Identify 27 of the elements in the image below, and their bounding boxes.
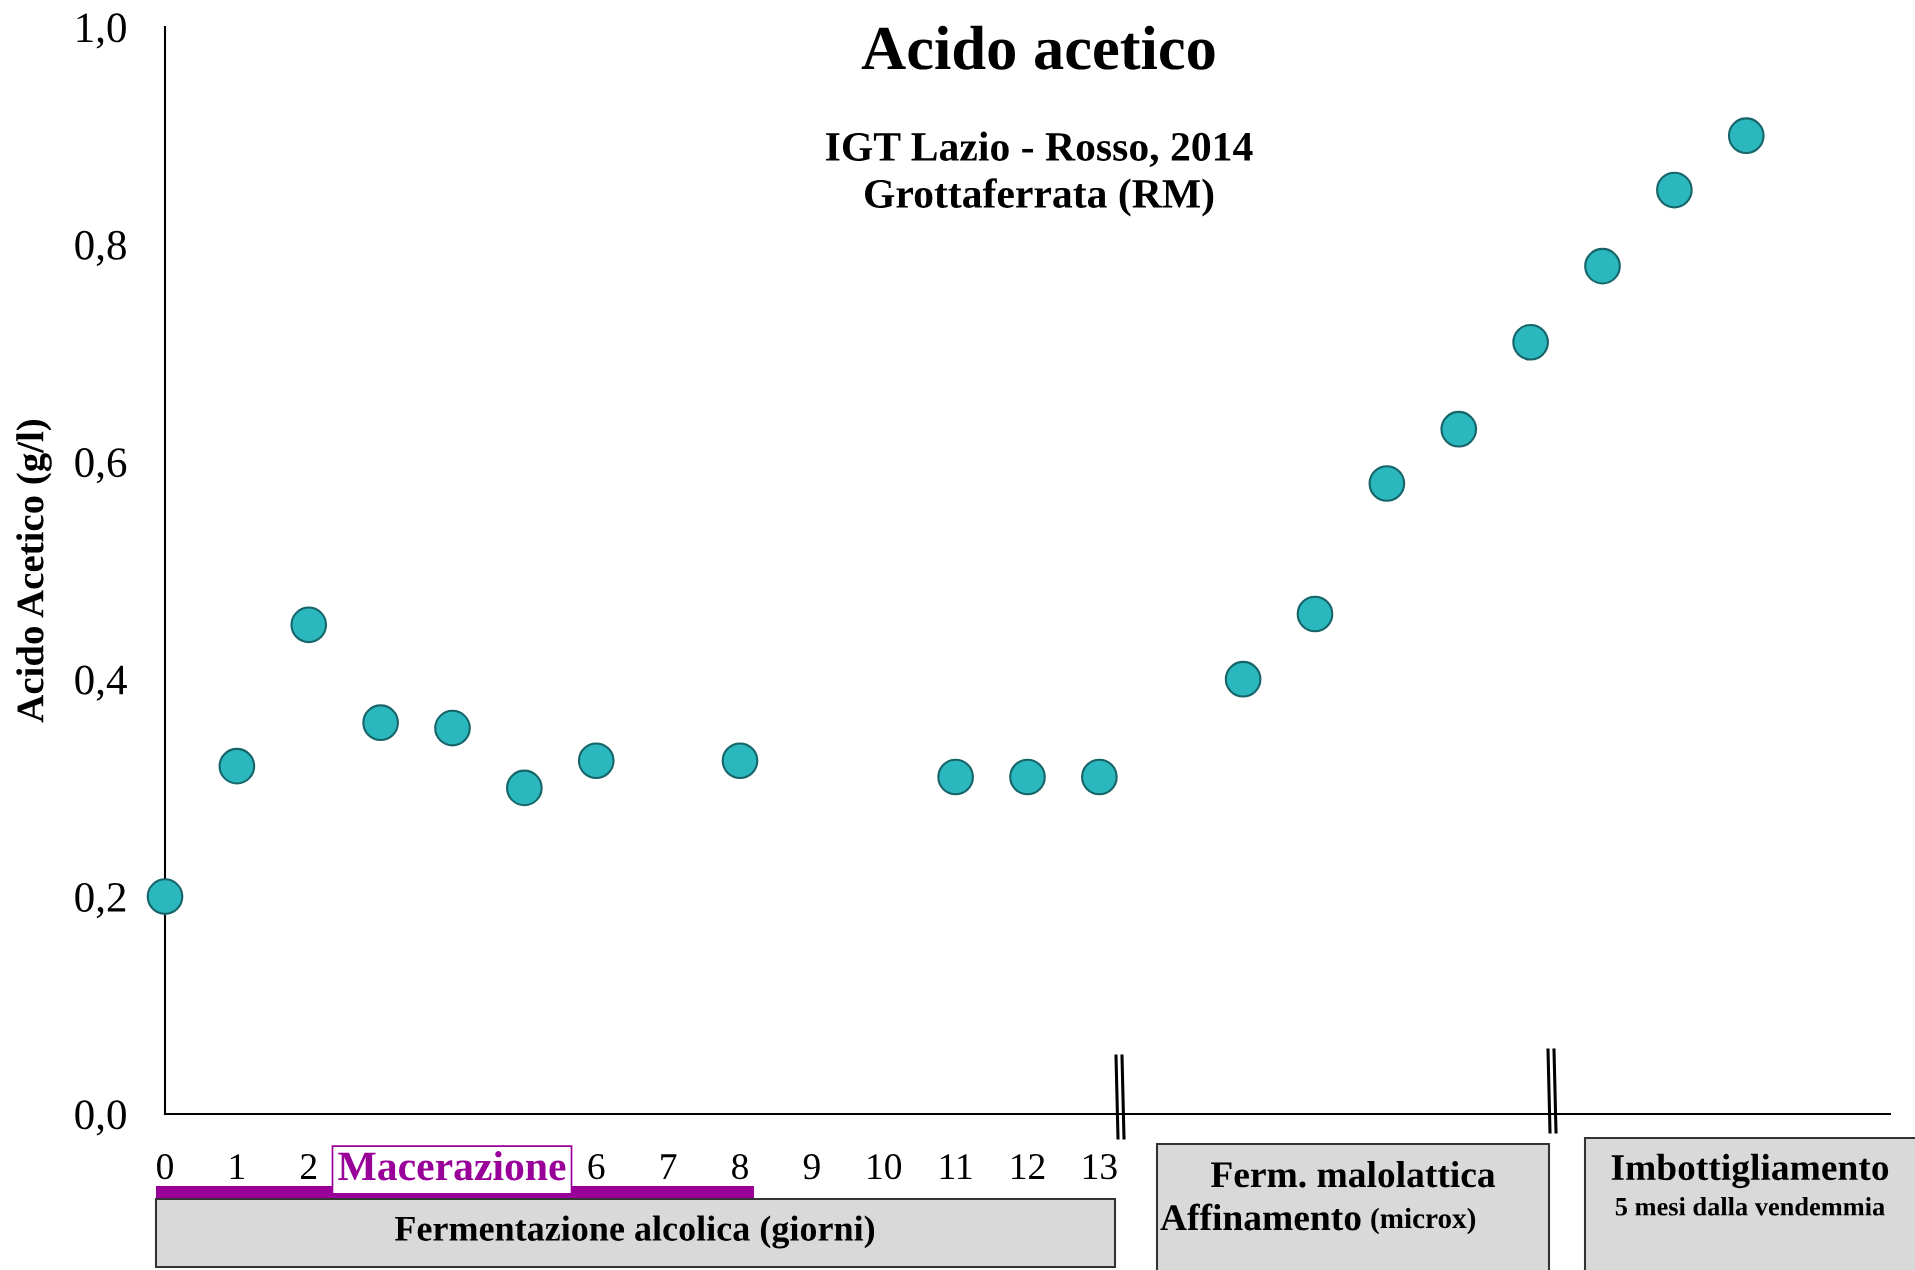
x-tick-label: 8	[732, 1153, 748, 1180]
text: Imbottigliamento	[1611, 1153, 1889, 1189]
x-axis-title: Fermentazione alcolica (giorni)	[394, 1215, 875, 1249]
x-tick-label: 12	[1012, 1154, 1045, 1179]
y-tick-label: 0,4	[75, 665, 127, 701]
text: IGT Lazio - Rosso, 2014 Grottaferrata (RM)	[826, 131, 1253, 217]
x-tick-label: 7	[661, 1154, 677, 1179]
text: 5 mesi dalla vendemmia	[1615, 1197, 1885, 1216]
text: Macerazione	[338, 1151, 566, 1181]
y-tick-label: 0,6	[75, 448, 127, 484]
text: Ferm. malolattica	[1210, 1161, 1496, 1188]
x-tick-label: 1	[230, 1154, 244, 1179]
x-tick-label: 9	[803, 1154, 820, 1180]
x-tick-label: 2	[301, 1154, 317, 1179]
x-tick-label: 11	[940, 1154, 972, 1179]
y-tick-label: 1,0	[77, 13, 126, 49]
x-tick-label: 10	[868, 1153, 902, 1180]
chart-title: Acido acetico	[861, 25, 1215, 70]
text: (microx)	[1371, 1207, 1476, 1235]
y-tick-label: 0,8	[75, 230, 126, 266]
y-tick-label: 0,2	[75, 882, 126, 919]
x-tick-label: 6	[588, 1154, 605, 1180]
x-tick-label: 0	[157, 1153, 173, 1180]
text: Affinamento	[1160, 1203, 1361, 1231]
y-axis-title: Acido Acetico (g/l)	[16, 419, 52, 723]
x-tick-label: 13	[1083, 1154, 1117, 1180]
y-tick-label: 0,0	[75, 1100, 126, 1136]
